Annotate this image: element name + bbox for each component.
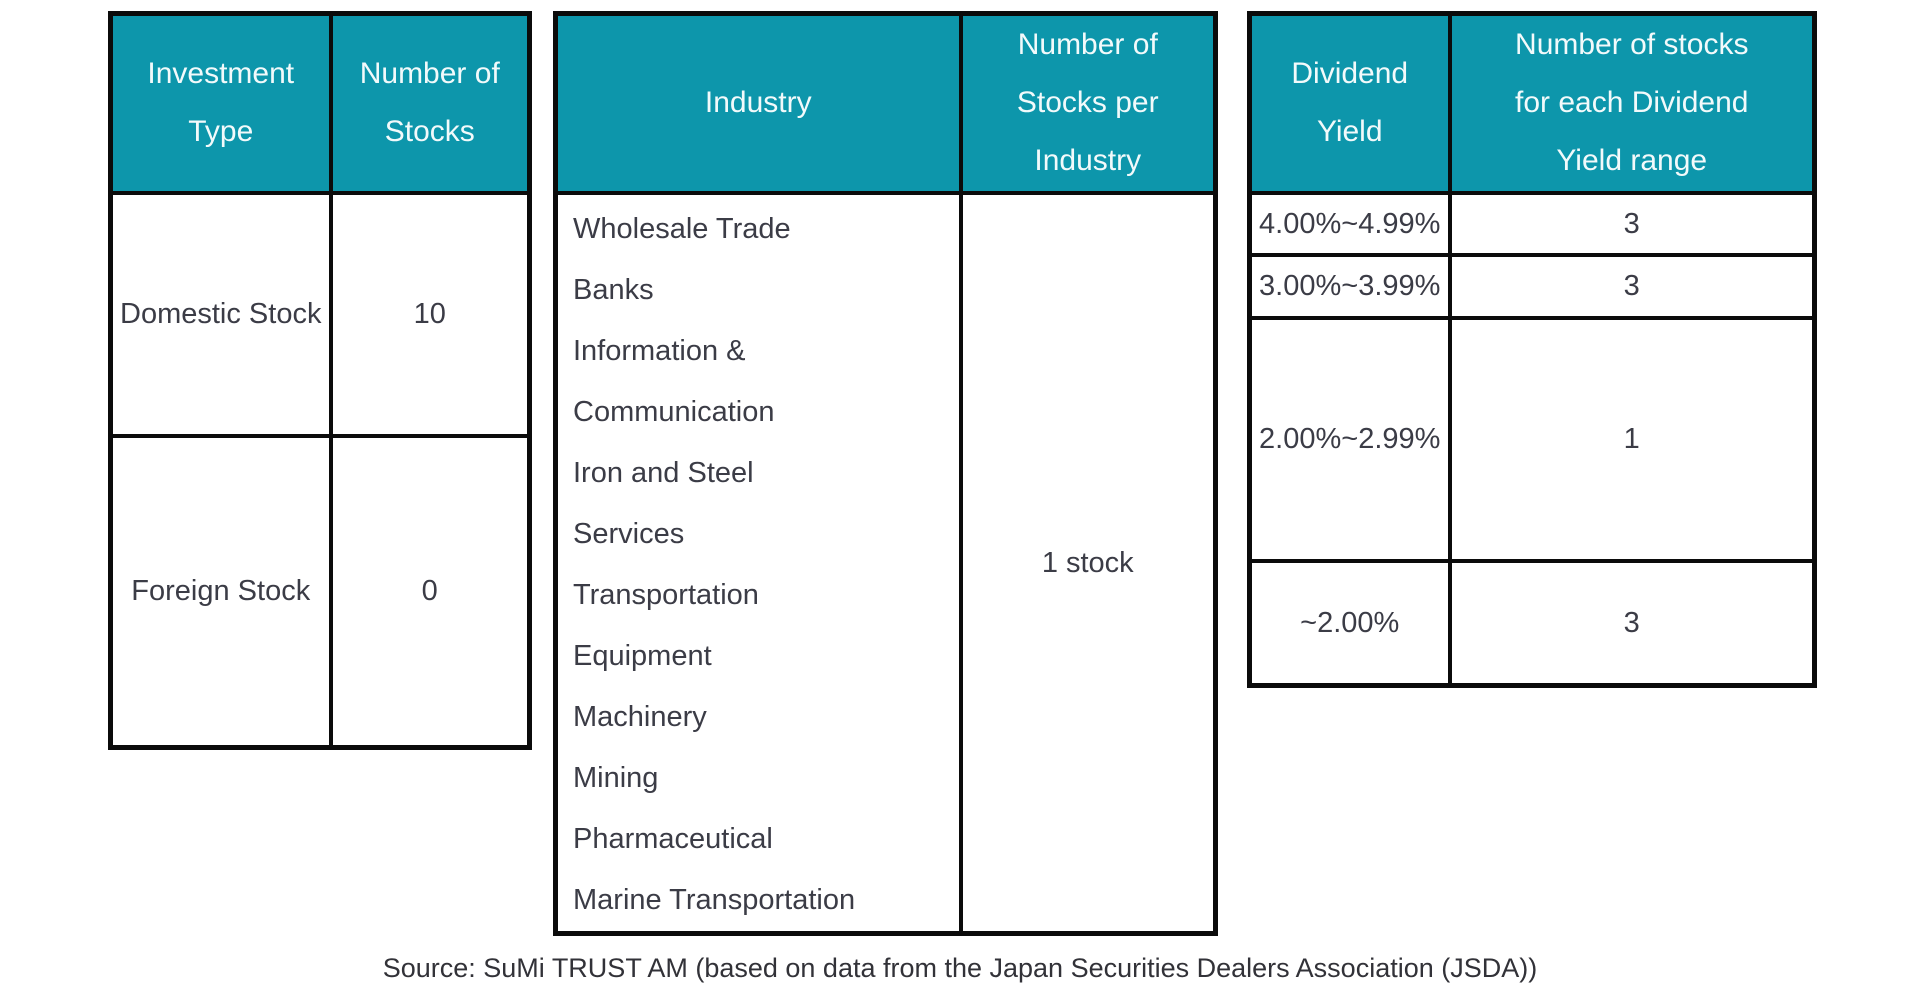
dividend-table-header-row: Dividend Yield Number of stocks for each… bbox=[1247, 11, 1817, 195]
source-note: Source: SuMi TRUST AM (based on data fro… bbox=[382, 953, 1538, 983]
table-row: 4.00%~4.99% 3 bbox=[1247, 190, 1817, 257]
dividend-range: 3.00%~3.99% bbox=[1247, 252, 1452, 320]
list-item: Transportation Equipment bbox=[573, 578, 759, 672]
dividend-range-count: 3 bbox=[1447, 252, 1817, 320]
stocks-per-industry-header: Number of Stocks per Industry bbox=[958, 11, 1218, 195]
dividend-range-count: 3 bbox=[1447, 190, 1817, 257]
industry-table: Industry Number of Stocks per Industry W… bbox=[553, 11, 1218, 936]
dividend-range: 4.00%~4.99% bbox=[1247, 190, 1452, 257]
table-row: ~2.00% 3 bbox=[1247, 558, 1817, 688]
dividend-range-count: 1 bbox=[1447, 315, 1817, 563]
dividend-yield-table: Dividend Yield Number of stocks for each… bbox=[1247, 11, 1817, 688]
dividend-range: ~2.00% bbox=[1247, 558, 1452, 688]
list-item: Services bbox=[573, 517, 685, 550]
foreign-stock-count: 0 bbox=[328, 433, 532, 750]
industry-list: Wholesale Trade Banks Information & Comm… bbox=[553, 190, 963, 935]
list-item: Banks bbox=[573, 273, 654, 306]
list-item: Pharmaceutical bbox=[573, 822, 773, 855]
list-item: Wholesale Trade bbox=[573, 212, 791, 245]
industry-table-header-row: Industry Number of Stocks per Industry bbox=[553, 11, 1218, 195]
list-item: Mining bbox=[573, 761, 659, 794]
dividend-yield-header: Dividend Yield bbox=[1247, 11, 1452, 195]
table-row: Wholesale Trade Banks Information & Comm… bbox=[553, 190, 1218, 935]
dividend-range-count: 3 bbox=[1447, 558, 1817, 688]
domestic-stock-count: 10 bbox=[328, 190, 532, 438]
list-item: Marine Transportation bbox=[573, 883, 856, 916]
table-row: 3.00%~3.99% 3 bbox=[1247, 252, 1817, 320]
list-item: Machinery bbox=[573, 700, 707, 733]
number-of-stocks-header: Number of Stocks bbox=[328, 11, 532, 195]
list-item: Information & Communication bbox=[573, 334, 775, 428]
foreign-stock-label: Foreign Stock bbox=[108, 433, 333, 750]
dividend-range: 2.00%~2.99% bbox=[1247, 315, 1452, 563]
investment-type-header: Investment Type bbox=[108, 11, 333, 195]
dividend-count-header: Number of stocks for each Dividend Yield… bbox=[1447, 11, 1817, 195]
domestic-stock-label: Domestic Stock bbox=[108, 190, 333, 438]
table-row: 2.00%~2.99% 1 bbox=[1247, 315, 1817, 563]
stocks-per-industry-value: 1 stock bbox=[958, 190, 1218, 935]
investment-table-header-row: Investment Type Number of Stocks bbox=[108, 11, 532, 195]
list-item: Iron and Steel bbox=[573, 456, 754, 489]
table-row: Domestic Stock 10 bbox=[108, 190, 532, 438]
investment-type-table: Investment Type Number of Stocks Domesti… bbox=[108, 11, 532, 750]
industry-header: Industry bbox=[553, 11, 963, 195]
table-row: Foreign Stock 0 bbox=[108, 433, 532, 750]
